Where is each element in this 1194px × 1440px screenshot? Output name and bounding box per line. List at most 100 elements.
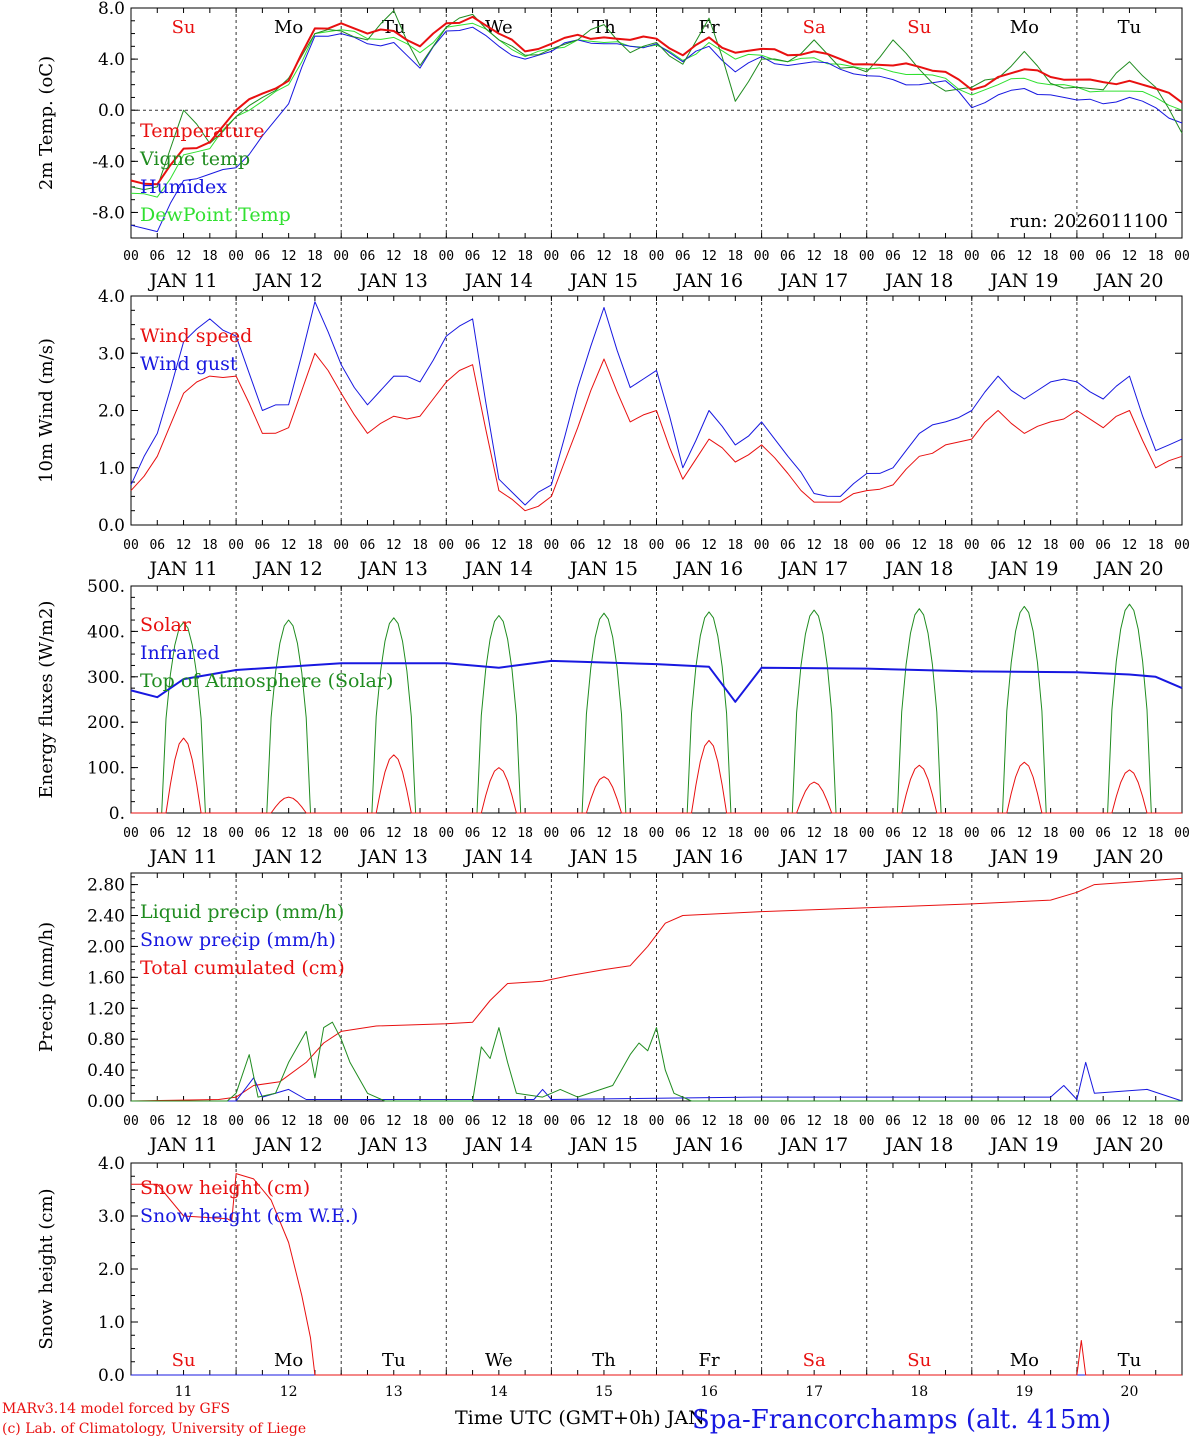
hour-tick-label: 00 <box>754 1114 770 1129</box>
day-of-week-label: Su <box>172 17 196 38</box>
hour-tick-label: 12 <box>806 826 822 841</box>
hour-tick-label: 00 <box>964 538 980 553</box>
panel-3: 500. 400. 300. 200. 100. 0. Energy fluxes (W/m… <box>36 577 1190 868</box>
legend-entry: DewPoint Temp <box>140 204 291 226</box>
legend-entry: Liquid precip (mm/h) <box>140 901 344 923</box>
hour-tick-label: 12 <box>596 1114 612 1129</box>
day-of-week-label: Tu <box>382 17 406 38</box>
hour-tick-label: 12 <box>491 538 507 553</box>
hour-tick-label: 00 <box>649 1114 665 1129</box>
legend-entry: Wind speed <box>140 325 252 347</box>
hour-tick-label: 12 <box>1017 538 1033 553</box>
day-number-label: 14 <box>490 1384 508 1400</box>
hour-tick-label: 00 <box>649 826 665 841</box>
hour-tick-label: 06 <box>570 538 586 553</box>
y-tick-label: 2.40 <box>87 907 125 927</box>
date-label: JAN 18 <box>883 846 953 868</box>
y-tick-label: 4.0 <box>98 1154 125 1174</box>
hour-tick-label: 12 <box>1122 826 1138 841</box>
hour-tick-label: 06 <box>570 1114 586 1129</box>
hour-tick-label: 00 <box>228 1114 244 1129</box>
hour-tick-label: 00 <box>1174 826 1190 841</box>
hour-tick-label: 00 <box>859 826 875 841</box>
hour-tick-label: 00 <box>333 826 349 841</box>
hour-tick-label: 18 <box>307 826 323 841</box>
hour-tick-label: 06 <box>255 538 271 553</box>
hour-tick-label: 06 <box>780 826 796 841</box>
hour-tick-label: 18 <box>833 249 849 264</box>
series-dewpoint-temp <box>130 22 1183 198</box>
hour-tick-label: 06 <box>675 826 691 841</box>
hour-tick-label: 00 <box>649 249 665 264</box>
hour-tick-label: 00 <box>333 1114 349 1129</box>
day-of-week-label: Mo <box>274 1350 303 1371</box>
date-label: JAN 12 <box>253 1134 323 1156</box>
hour-tick-label: 12 <box>911 538 927 553</box>
date-label: JAN 18 <box>883 1134 953 1156</box>
hour-tick-label: 06 <box>465 249 481 264</box>
y-axis-label: 10m Wind (m/s) <box>36 338 57 483</box>
series-wind-speed <box>130 352 1183 512</box>
hour-tick-label: 06 <box>1095 826 1111 841</box>
hour-tick-label: 00 <box>1174 1114 1190 1129</box>
legend-entry: Snow height (cm W.E.) <box>140 1205 358 1227</box>
series-snow-height-cm- <box>131 1173 1182 1376</box>
date-label: JAN 15 <box>568 558 638 580</box>
day-of-week-label: We <box>485 17 513 38</box>
hour-tick-label: 00 <box>438 826 454 841</box>
date-label: JAN 14 <box>463 1134 533 1156</box>
hour-tick-label: 12 <box>491 826 507 841</box>
hour-tick-label: 18 <box>1043 1114 1059 1129</box>
date-label: JAN 20 <box>1093 1134 1163 1156</box>
hour-tick-label: 06 <box>885 1114 901 1129</box>
hour-tick-label: 00 <box>859 249 875 264</box>
series-temperature <box>130 15 1183 186</box>
date-label: JAN 12 <box>253 558 323 580</box>
hour-tick-label: 12 <box>806 1114 822 1129</box>
hour-tick-label: 06 <box>780 538 796 553</box>
hour-tick-label: 00 <box>754 826 770 841</box>
hour-tick-label: 06 <box>675 249 691 264</box>
hour-tick-label: 06 <box>465 538 481 553</box>
hour-tick-label: 12 <box>701 538 717 553</box>
hour-tick-label: 12 <box>386 538 402 553</box>
hour-tick-label: 18 <box>1043 249 1059 264</box>
hour-tick-label: 00 <box>333 249 349 264</box>
hour-tick-label: 06 <box>360 1114 376 1129</box>
day-number-label: 13 <box>385 1384 403 1400</box>
hour-tick-label: 18 <box>202 249 218 264</box>
day-number-label: 16 <box>700 1384 718 1400</box>
legend-entry: Vigne temp <box>139 148 250 170</box>
series-snow-precip-mm-h- <box>131 1061 1183 1102</box>
hour-tick-label: 00 <box>964 249 980 264</box>
hour-tick-label: 12 <box>386 249 402 264</box>
date-label: JAN 11 <box>147 270 217 292</box>
hour-tick-label: 00 <box>754 249 770 264</box>
y-tick-label: 1.0 <box>98 459 125 479</box>
date-label: JAN 19 <box>988 558 1058 580</box>
hour-tick-label: 18 <box>727 538 743 553</box>
hour-tick-label: 00 <box>544 826 560 841</box>
day-of-week-label: Su <box>907 17 931 38</box>
hour-tick-label: 12 <box>176 826 192 841</box>
y-tick-label: 1.0 <box>98 1313 125 1333</box>
y-tick-label: 1.60 <box>87 968 125 988</box>
date-label: JAN 19 <box>988 1134 1058 1156</box>
y-tick-label: 4.0 <box>98 50 125 70</box>
y-tick-label: 100. <box>87 759 125 779</box>
hour-tick-label: 18 <box>622 538 638 553</box>
day-number-label: 12 <box>280 1384 298 1400</box>
hour-tick-label: 18 <box>1043 538 1059 553</box>
hour-tick-label: 12 <box>491 249 507 264</box>
date-label: JAN 17 <box>778 558 848 580</box>
hour-tick-label: 18 <box>727 826 743 841</box>
hour-tick-label: 00 <box>859 1114 875 1129</box>
hour-tick-label: 12 <box>281 1114 297 1129</box>
hour-tick-label: 06 <box>149 826 165 841</box>
date-label: JAN 20 <box>1093 270 1163 292</box>
y-tick-label: 2.0 <box>98 1260 125 1280</box>
hour-tick-label: 00 <box>333 538 349 553</box>
panel-4: 2.80 2.40 2.00 1.60 1.20 0.80 0.40 0.00 Precip (… <box>36 872 1190 1156</box>
hour-tick-label: 00 <box>1069 538 1085 553</box>
